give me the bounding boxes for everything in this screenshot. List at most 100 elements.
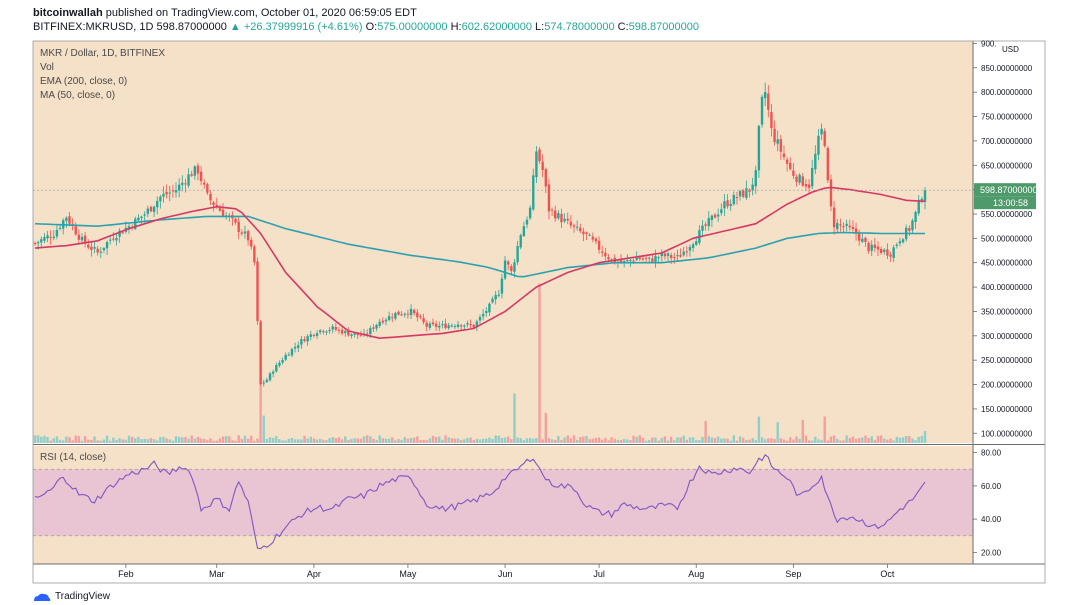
candle [331,324,334,334]
volume-bar [209,438,212,443]
candle [387,311,391,322]
candle [688,244,692,257]
brand-footer[interactable]: TradingView [33,591,110,602]
candle [318,328,322,335]
candle [732,191,736,206]
candle [412,308,416,316]
volume-bar [644,440,648,443]
candle [804,179,808,192]
volume-bar [96,440,99,443]
volume-bar [271,438,275,443]
volume-bar [52,438,56,443]
volume-bar [65,436,68,443]
volume-bar [554,439,557,443]
candle [406,309,410,319]
volume-bar [883,438,886,443]
candle [149,205,153,213]
candle [209,190,212,205]
candle [434,320,438,332]
volume-bar [635,436,638,443]
volume-bar [102,439,106,443]
volume-bar [146,439,150,443]
volume-bar [513,393,516,443]
candle [500,273,504,299]
candle [190,170,193,177]
volume-bar [585,436,588,443]
candle [883,248,886,255]
candles [33,82,927,387]
volume-bar [732,435,736,443]
candle [807,179,811,195]
candle [660,249,663,262]
volume-bar [817,439,820,443]
volume-bar [898,437,902,443]
candle [836,219,839,233]
volume-bar [785,440,789,443]
candle [550,207,554,216]
volume-bar [663,436,667,443]
volume-bar [372,438,375,443]
candle [597,236,601,254]
volume-bar [206,440,209,443]
legend-ma: MA (50, close, 0) [40,90,116,101]
volume-bar [720,438,723,443]
volume-bar [651,437,654,443]
volume-bar [322,439,325,443]
candle [347,327,350,337]
volume-bar [293,439,297,443]
volume-bar [873,439,877,443]
candle [300,336,303,349]
candle [767,85,770,118]
candle [494,290,497,305]
volume-bar [43,435,46,443]
candle [221,202,225,218]
volume-bar [77,436,81,443]
candle [644,256,648,264]
publish-info: published on TradingView.com, October 01… [105,7,417,19]
candle [785,157,789,172]
volume-bar [735,440,739,443]
volume-bar [156,440,159,443]
volume-bar [879,435,883,443]
volume-bar [622,438,626,443]
candle [870,240,873,257]
candle [873,238,877,253]
volume-bar [459,440,463,443]
volume-bar [657,440,660,443]
volume-bar [763,439,767,443]
volume-bar [641,437,645,443]
candle [519,233,522,250]
candle [259,320,262,386]
volume-bar [569,438,573,443]
volume-bar [820,440,823,443]
volume-bar [33,435,37,443]
candle [726,194,729,209]
candle [466,320,469,328]
candle [397,310,400,316]
volume-bar [704,421,707,443]
volume-bar [359,438,363,443]
price-tick-label: 100.00000000 [981,429,1033,438]
candle [485,307,488,317]
volume-bar [118,438,121,443]
volume-bar [221,436,225,443]
candle [419,314,422,320]
candle [181,175,184,192]
volume-bar [516,437,519,443]
volume-bar [648,439,651,443]
candle [218,204,222,212]
time-axis: Feb Mar Apr May Jun Jul Aug Sep Oct [118,564,895,579]
candle [582,227,585,242]
candle [854,222,858,241]
candle [459,323,463,330]
volume-bar [544,412,548,443]
candle [601,246,604,257]
volume-bar [262,415,265,443]
candle [337,327,341,335]
open-value: 575.00000000 [377,21,448,33]
rsi-band [33,468,973,537]
candle [193,165,197,180]
volume-bar [550,439,554,443]
up-triangle-icon: ▲ [229,21,241,33]
